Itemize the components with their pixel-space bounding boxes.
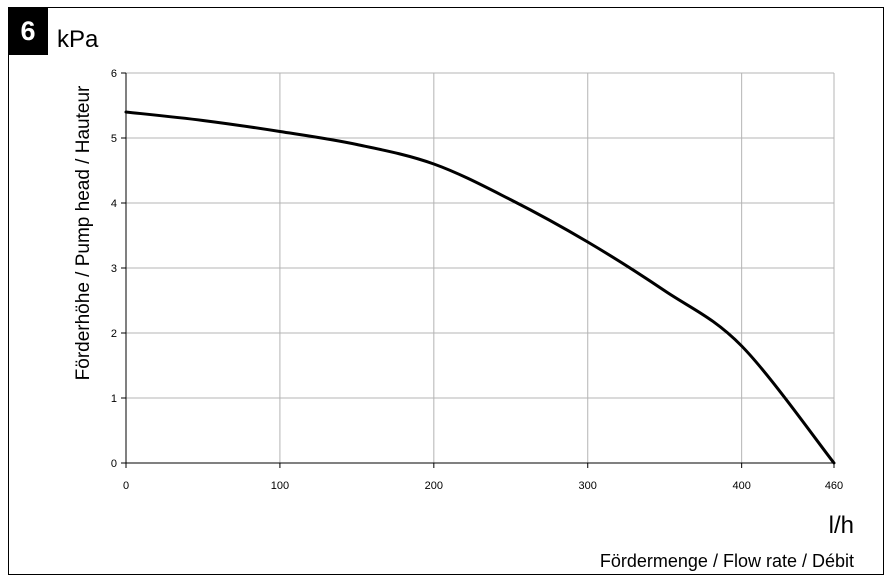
figure-number-badge: 6 bbox=[8, 7, 48, 55]
y-tick-label: 4 bbox=[111, 198, 117, 210]
y-tick-label: 0 bbox=[111, 458, 117, 470]
tick-labels: 0 1 2 3 4 5 6 0 100 200 300 400 460 bbox=[111, 68, 843, 492]
chart-frame bbox=[8, 7, 884, 575]
y-tick-label: 2 bbox=[111, 328, 117, 340]
y-tick-label: 1 bbox=[111, 393, 117, 405]
x-axis-unit: l/h bbox=[828, 512, 854, 539]
pump-curve-line bbox=[124, 110, 836, 465]
x-axis-label: Fördermenge / Flow rate / Débit bbox=[599, 551, 854, 571]
grid-lines bbox=[126, 72, 835, 463]
y-tick-label: 5 bbox=[111, 133, 117, 145]
y-tick-label: 6 bbox=[111, 68, 117, 80]
axes bbox=[121, 72, 835, 468]
x-tick-label: 200 bbox=[425, 480, 443, 492]
x-tick-label: 400 bbox=[732, 480, 750, 492]
x-tick-label: 300 bbox=[579, 480, 597, 492]
x-tick-label: 460 bbox=[825, 480, 843, 492]
y-tick-label: 3 bbox=[111, 263, 117, 275]
series-layer bbox=[124, 110, 836, 465]
x-tick-label: 0 bbox=[123, 480, 129, 492]
x-tick-label: 100 bbox=[271, 480, 289, 492]
y-axis-unit: kPa bbox=[57, 26, 99, 53]
